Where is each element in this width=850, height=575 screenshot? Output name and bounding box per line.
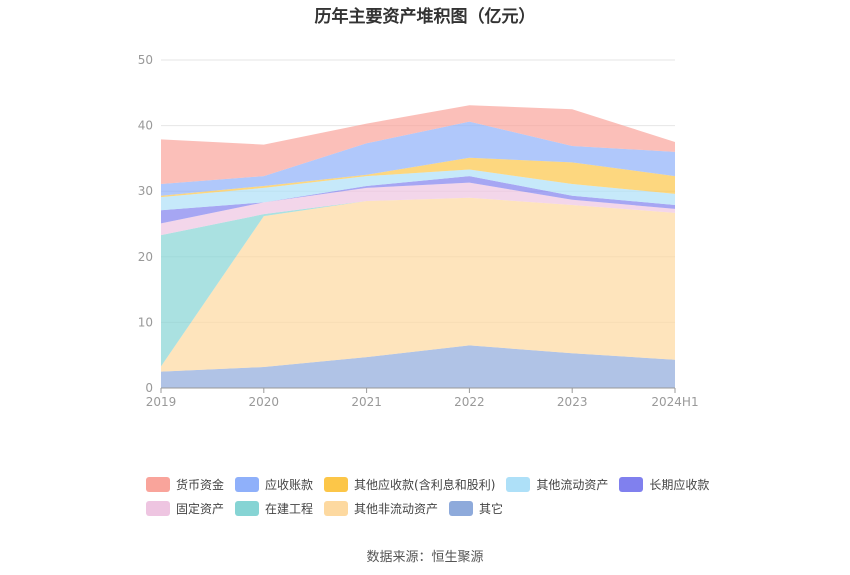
legend-row: 货币资金 应收账款 其他应收款(含利息和股利) 其他流动资产 长期应收款 [146, 472, 746, 496]
legend-item[interactable]: 货币资金 [146, 476, 224, 493]
x-tick-label: 2021 [351, 395, 382, 409]
legend-item[interactable]: 固定资产 [146, 500, 224, 517]
legend-label: 固定资产 [176, 501, 225, 516]
source-note: 数据来源：恒生聚源 [366, 550, 484, 565]
legend-swatch [619, 476, 644, 492]
x-tick-label: 2019 [146, 395, 177, 409]
legend-swatch [506, 476, 531, 492]
x-tick-label: 2024H1 [651, 395, 698, 409]
legend-swatch [324, 476, 349, 492]
legend-item[interactable]: 其他非流动资产 [324, 500, 438, 517]
legend-label: 货币资金 [176, 477, 225, 492]
legend-item[interactable]: 其它 [449, 500, 503, 517]
y-tick-label: 40 [138, 119, 153, 133]
y-tick-label: 20 [138, 250, 153, 264]
area-series [161, 182, 675, 236]
chart-title: 历年主要资产堆积图（亿元） [314, 7, 536, 27]
legend-item[interactable]: 在建工程 [235, 500, 313, 517]
legend-label: 其他流动资产 [536, 477, 609, 492]
y-tick-label: 0 [145, 381, 153, 395]
area-series [161, 121, 675, 196]
legend-swatch [235, 476, 260, 492]
legend-swatch [324, 500, 349, 516]
area-series [161, 176, 675, 224]
stacked-area-chart: 0 10 20 30 40 50 2019 2020 2021 2022 2023 2024H1 [138, 53, 699, 409]
x-tick-label: 2020 [249, 395, 280, 409]
legend-label: 长期应收款 [649, 477, 710, 492]
area-series [161, 157, 675, 198]
legend-item[interactable]: 长期应收款 [619, 476, 709, 493]
legend-item[interactable]: 应收账款 [235, 476, 313, 493]
legend-label: 其他非流动资产 [354, 501, 439, 516]
legend-swatch [449, 500, 474, 516]
y-tick-label: 10 [138, 315, 153, 329]
y-tick-label: 30 [138, 184, 153, 198]
legend-item[interactable]: 其他流动资产 [506, 476, 608, 493]
area-series [161, 105, 675, 184]
area-series [161, 345, 675, 388]
legend-item[interactable]: 其他应收款(含利息和股利) [324, 476, 495, 493]
legend-row: 固定资产 在建工程 其他非流动资产 其它 [146, 496, 746, 520]
area-series [161, 169, 675, 211]
legend-swatch [146, 476, 170, 492]
legend-label: 其他应收款(含利息和股利) [354, 477, 496, 492]
legend-label: 在建工程 [265, 501, 314, 516]
legend-label: 其它 [479, 501, 504, 516]
legend: 货币资金 应收账款 其他应收款(含利息和股利) 其他流动资产 长期应收款固定资产 在建工程… [146, 472, 746, 520]
legend-swatch [146, 500, 170, 516]
y-tick-label: 50 [138, 53, 153, 67]
area-series [161, 197, 675, 372]
x-tick-label: 2023 [557, 395, 588, 409]
legend-label: 应收账款 [265, 477, 314, 492]
legend-swatch [235, 500, 260, 516]
x-tick-label: 2022 [454, 395, 485, 409]
